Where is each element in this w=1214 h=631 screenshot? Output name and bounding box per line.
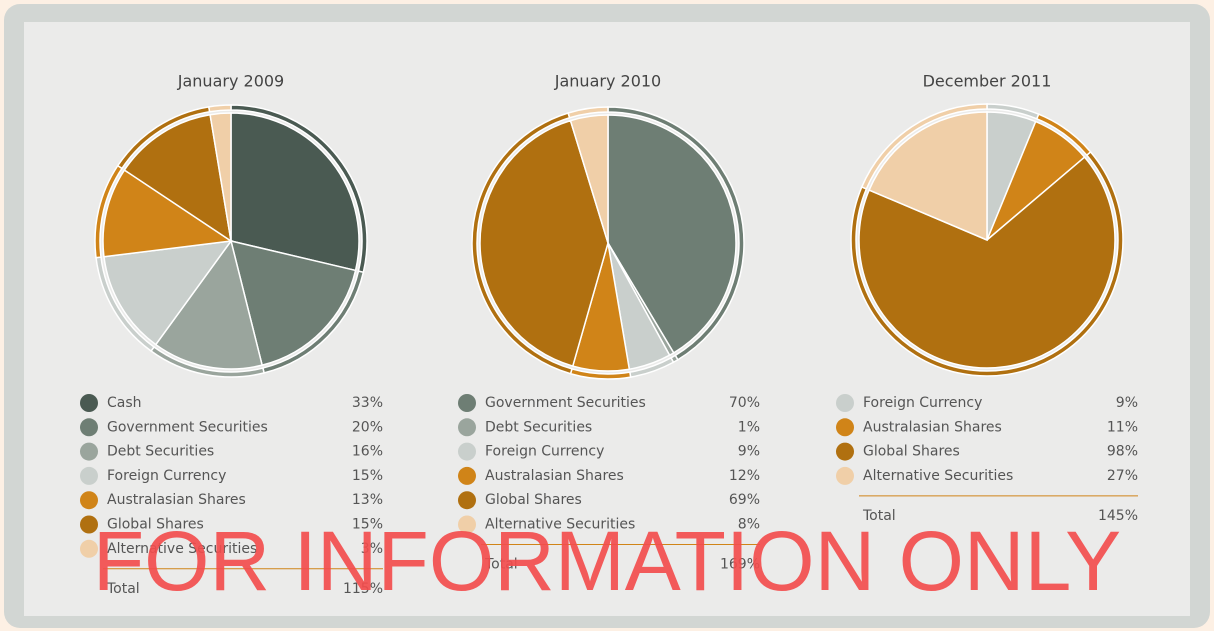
- legend-label: Australasian Shares: [863, 419, 1002, 435]
- legend-value: 3%: [361, 541, 383, 557]
- legend-value: 9%: [738, 444, 760, 460]
- total-value: 169%: [720, 557, 760, 573]
- total-label: Total: [862, 508, 896, 524]
- pie-title: December 2011: [923, 72, 1052, 91]
- legend-value: 98%: [1107, 444, 1138, 460]
- total-value: 115%: [343, 581, 383, 597]
- legend-swatch: [80, 515, 98, 534]
- legend-label: Foreign Currency: [485, 444, 604, 460]
- legend-value: 1%: [738, 419, 760, 435]
- legend-value: 20%: [352, 419, 383, 435]
- legend-swatch: [836, 394, 854, 412]
- legend-label: Global Shares: [863, 444, 960, 460]
- legend-label: Alternative Securities: [107, 541, 257, 557]
- pie-slice: [850, 150, 1124, 377]
- legend-swatch: [836, 466, 854, 485]
- legend-value: 69%: [729, 492, 760, 508]
- legend-label: Debt Securities: [107, 444, 214, 460]
- total-value: 145%: [1098, 508, 1138, 524]
- legend-swatch: [836, 418, 854, 437]
- legend-swatch: [458, 418, 476, 437]
- pie-slice: [207, 104, 232, 242]
- legend-swatch: [80, 394, 98, 412]
- legend-value: 12%: [729, 468, 760, 484]
- legend-label: Foreign Currency: [107, 468, 226, 484]
- pie-title: January 2010: [554, 72, 661, 91]
- legend-label: Australasian Shares: [485, 468, 624, 484]
- total-label: Total: [106, 581, 140, 597]
- legend-label: Alternative Securities: [485, 517, 635, 533]
- legend-swatch: [458, 491, 476, 510]
- pie-slice: [471, 112, 609, 375]
- pie-slice: [150, 239, 266, 378]
- watermark: FOR INFORMATION ONLY: [93, 514, 1121, 608]
- legend-value: 15%: [352, 517, 383, 533]
- legend-swatch: [80, 539, 98, 558]
- legend-value: 9%: [1116, 395, 1138, 411]
- legend-label: Government Securities: [107, 419, 268, 435]
- legend-value: 33%: [352, 395, 383, 411]
- legend-label: Cash: [107, 395, 142, 411]
- total-label: Total: [484, 557, 518, 573]
- legend-swatch: [458, 442, 476, 461]
- legend-value: 15%: [352, 468, 383, 484]
- legend-swatch: [458, 466, 476, 485]
- legend-label: Australasian Shares: [107, 492, 246, 508]
- legend-value: 8%: [738, 517, 760, 533]
- legend-swatch: [80, 442, 98, 461]
- legend-label: Alternative Securities: [863, 468, 1013, 484]
- legend-value: 27%: [1107, 468, 1138, 484]
- pie-slice: [230, 104, 368, 274]
- legend-swatch: [80, 418, 98, 437]
- pie-title: January 2009: [177, 72, 284, 91]
- legend-swatch: [80, 491, 98, 510]
- legend-label: Foreign Currency: [863, 395, 982, 411]
- legend-label: Debt Securities: [485, 419, 592, 435]
- pie-slice: [860, 103, 988, 242]
- legend-swatch: [836, 442, 854, 461]
- legend-swatch: [458, 394, 476, 412]
- legend-label: Government Securities: [485, 395, 646, 411]
- legend-value: 11%: [1107, 419, 1138, 435]
- legend-label: Global Shares: [485, 492, 582, 508]
- legend-value: 16%: [352, 444, 383, 460]
- legend-value: 13%: [352, 492, 383, 508]
- legend-swatch: [80, 466, 98, 485]
- legend-swatch: [458, 515, 476, 534]
- legend-label: Global Shares: [107, 517, 204, 533]
- legend-value: 70%: [729, 395, 760, 411]
- pie-slice: [567, 106, 609, 244]
